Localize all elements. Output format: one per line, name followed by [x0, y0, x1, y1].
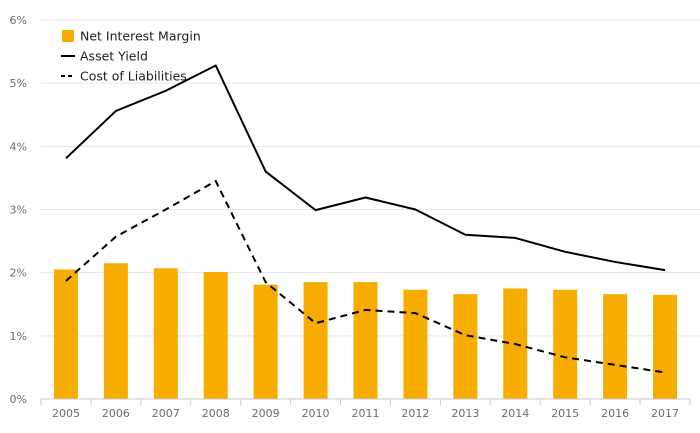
y-tick-label: 5%: [10, 77, 27, 90]
bar-net-interest-margin-2013: [453, 294, 478, 399]
x-tick-label: 2007: [152, 407, 180, 420]
bar-net-interest-margin-2016: [603, 294, 628, 399]
bar-net-interest-margin-2009: [253, 284, 278, 399]
bar-net-interest-margin-2005: [53, 269, 78, 399]
bar-net-interest-margin-2010: [303, 282, 328, 399]
bar-net-interest-margin-2015: [553, 289, 578, 399]
legend-label: Net Interest Margin: [80, 29, 201, 44]
legend-swatch-bar: [62, 30, 74, 42]
x-tick-label: 2014: [501, 407, 529, 420]
bar-net-interest-margin-2012: [403, 289, 428, 399]
y-tick-label: 6%: [10, 14, 27, 27]
x-tick-label: 2016: [601, 407, 629, 420]
bar-net-interest-margin-2007: [153, 268, 178, 399]
bar-net-interest-margin-2008: [203, 272, 228, 399]
bar-net-interest-margin-2017: [653, 294, 678, 399]
y-tick-label: 1%: [10, 330, 27, 343]
x-tick-label: 2010: [302, 407, 330, 420]
x-tick-label: 2005: [52, 407, 80, 420]
bar-series: [53, 263, 678, 399]
x-tick-label: 2006: [102, 407, 130, 420]
legend-item: Net Interest Margin: [62, 29, 201, 44]
x-tick-label: 2015: [551, 407, 579, 420]
x-axis: 2005 2006 2007 2008 2009 2010 2011 2012 2013 2014…: [40, 398, 691, 420]
y-tick-label: 2%: [10, 267, 27, 280]
line-series: [65, 64, 666, 374]
legend-label: Asset Yield: [80, 49, 148, 64]
gridlines: 0% 1% 2% 3% 4% 5% 6%: [10, 14, 700, 406]
legend-label: Cost of Liabilities: [80, 69, 187, 84]
legend: Net Interest Margin Asset Yield Cost of Li…: [61, 29, 201, 84]
x-tick-label: 2013: [451, 407, 479, 420]
y-tick-label: 3%: [10, 204, 27, 217]
x-tick-label: 2017: [651, 407, 679, 420]
y-tick-label: 4%: [10, 140, 27, 153]
y-tick-label: 0%: [10, 393, 27, 406]
x-tick-label: 2012: [401, 407, 429, 420]
bar-net-interest-margin-2011: [353, 282, 378, 399]
x-tick-label: 2009: [252, 407, 280, 420]
x-tick-label: 2011: [352, 407, 380, 420]
bar-net-interest-margin-2006: [103, 263, 128, 399]
legend-item: Cost of Liabilities: [61, 69, 187, 84]
line-asset-yield: [65, 64, 666, 272]
legend-item: Asset Yield: [61, 49, 148, 64]
x-tick-label: 2008: [202, 407, 230, 420]
